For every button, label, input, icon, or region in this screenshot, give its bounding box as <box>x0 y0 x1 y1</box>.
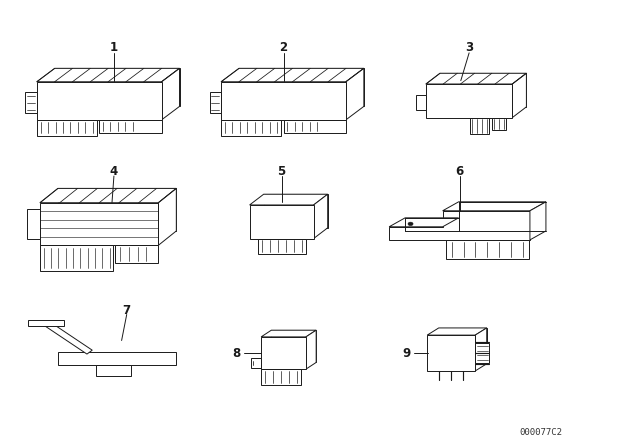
Polygon shape <box>428 335 475 371</box>
Circle shape <box>408 222 413 226</box>
Polygon shape <box>426 84 512 117</box>
Polygon shape <box>446 240 529 259</box>
Polygon shape <box>40 189 177 202</box>
Polygon shape <box>27 209 40 239</box>
Text: 1: 1 <box>110 41 118 55</box>
Polygon shape <box>389 218 459 227</box>
Polygon shape <box>239 69 364 107</box>
Polygon shape <box>210 92 221 113</box>
Polygon shape <box>306 330 316 369</box>
Polygon shape <box>314 194 328 238</box>
Polygon shape <box>99 120 161 133</box>
Polygon shape <box>440 73 526 107</box>
Text: 000077C2: 000077C2 <box>519 428 563 437</box>
Text: 8: 8 <box>233 346 241 360</box>
Polygon shape <box>443 202 546 211</box>
Polygon shape <box>261 369 301 385</box>
Circle shape <box>110 367 118 373</box>
Polygon shape <box>250 205 314 238</box>
Polygon shape <box>264 194 328 228</box>
Polygon shape <box>271 330 316 362</box>
Polygon shape <box>470 117 489 134</box>
Polygon shape <box>439 328 486 364</box>
Circle shape <box>90 355 99 362</box>
Polygon shape <box>251 358 261 367</box>
Polygon shape <box>492 117 506 130</box>
Polygon shape <box>40 246 113 271</box>
Polygon shape <box>36 120 97 136</box>
Polygon shape <box>161 69 179 120</box>
Text: 9: 9 <box>403 346 410 360</box>
Polygon shape <box>221 82 346 120</box>
Text: 6: 6 <box>456 164 463 178</box>
Circle shape <box>53 321 58 325</box>
Polygon shape <box>58 352 176 365</box>
Text: 2: 2 <box>280 41 287 55</box>
Polygon shape <box>261 330 316 337</box>
Text: 7: 7 <box>123 303 131 317</box>
Text: 5: 5 <box>278 164 285 178</box>
Polygon shape <box>159 189 177 246</box>
Polygon shape <box>25 92 36 113</box>
Polygon shape <box>475 343 489 363</box>
Text: 3: 3 <box>465 41 473 55</box>
Polygon shape <box>55 69 179 107</box>
Polygon shape <box>221 120 281 136</box>
Polygon shape <box>58 189 177 231</box>
Circle shape <box>67 355 76 362</box>
Polygon shape <box>346 69 364 120</box>
Polygon shape <box>221 69 364 82</box>
Polygon shape <box>40 202 159 246</box>
Circle shape <box>159 355 168 362</box>
Text: 4: 4 <box>110 164 118 178</box>
Polygon shape <box>512 73 526 117</box>
Polygon shape <box>284 120 346 133</box>
Polygon shape <box>36 82 161 120</box>
Polygon shape <box>530 202 546 240</box>
Polygon shape <box>475 328 486 371</box>
Polygon shape <box>261 337 306 369</box>
Polygon shape <box>28 320 63 326</box>
Polygon shape <box>250 194 328 205</box>
Polygon shape <box>428 328 486 335</box>
Polygon shape <box>417 95 426 110</box>
Polygon shape <box>44 321 92 354</box>
Polygon shape <box>257 238 306 254</box>
Polygon shape <box>96 365 131 376</box>
Polygon shape <box>115 246 159 263</box>
Polygon shape <box>389 211 530 240</box>
Polygon shape <box>426 73 526 84</box>
Polygon shape <box>36 69 179 82</box>
